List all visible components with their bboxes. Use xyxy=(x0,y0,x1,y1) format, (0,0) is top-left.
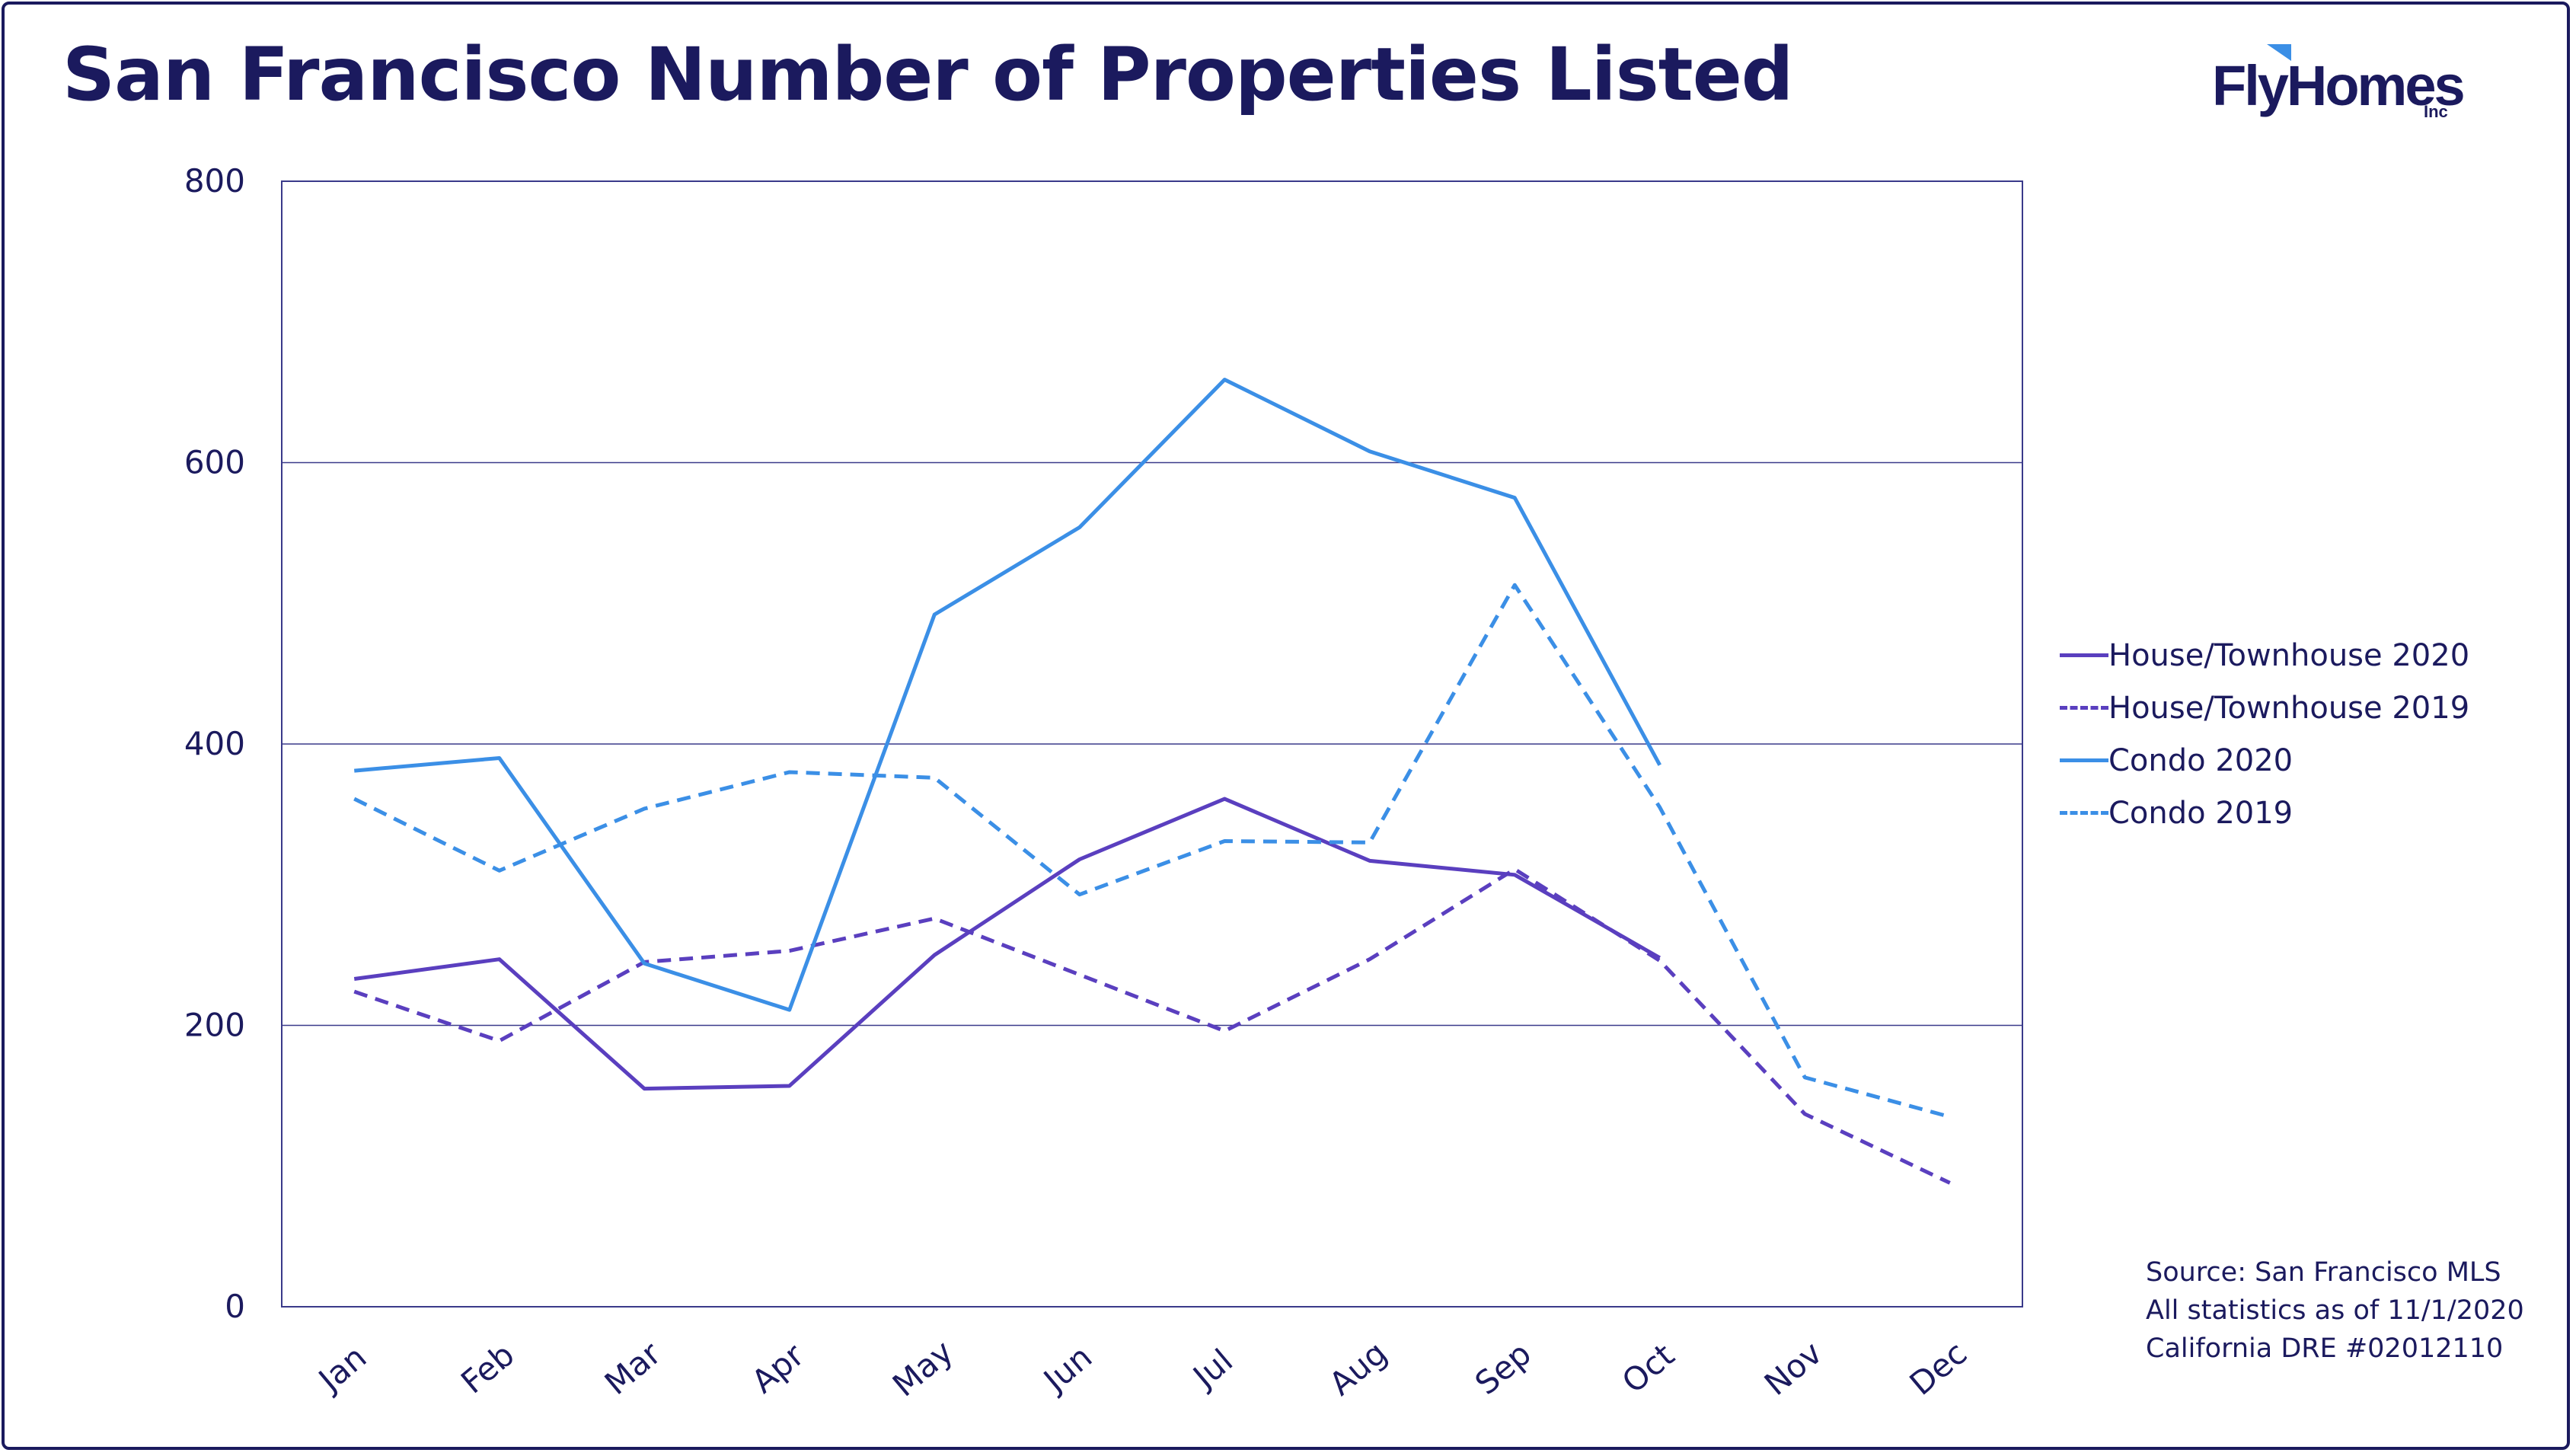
series-line xyxy=(353,867,1951,1185)
legend-item: House/Townhouse 2020 xyxy=(2060,629,2469,682)
x-tick-label: Sep xyxy=(1468,1335,1538,1402)
source-line: California DRE #02012110 xyxy=(2146,1333,2504,1364)
y-tick-label: 200 xyxy=(184,1007,245,1044)
legend-swatch xyxy=(2060,653,2108,657)
legend-item: Condo 2019 xyxy=(2060,787,2469,839)
legend-label: House/Townhouse 2019 xyxy=(2108,690,2470,726)
x-tick-label: Apr xyxy=(745,1336,812,1400)
x-tick-label: Nov xyxy=(1757,1334,1829,1403)
x-tick-label: Mar xyxy=(598,1334,669,1402)
legend-label: Condo 2019 xyxy=(2108,795,2294,831)
legend-label: Condo 2020 xyxy=(2108,742,2294,778)
y-tick-label: 0 xyxy=(225,1288,245,1325)
legend-swatch xyxy=(2060,706,2108,710)
source-line: All statistics as of 11/1/2020 xyxy=(2146,1295,2524,1326)
series-line xyxy=(353,797,1661,1091)
logo-arrow-icon xyxy=(2267,44,2291,61)
source-line: Source: San Francisco MLS xyxy=(2146,1257,2501,1288)
legend-swatch xyxy=(2060,758,2108,762)
y-tick-label: 400 xyxy=(184,725,245,762)
logo-text: FlyHomes xyxy=(2212,54,2466,117)
x-tick-label: Oct xyxy=(1615,1336,1681,1400)
legend-swatch xyxy=(2060,811,2108,815)
y-tick-label: 800 xyxy=(184,162,245,200)
y-tick-label: 600 xyxy=(184,444,245,481)
x-tick-label: May xyxy=(886,1333,960,1403)
x-tick-label: Jul xyxy=(1184,1342,1240,1397)
x-tick-label: Dec xyxy=(1903,1334,1974,1403)
x-tick-label: Jun xyxy=(1035,1338,1099,1400)
flyhomes-logo: FlyHomes Inc xyxy=(2212,44,2466,129)
series-line xyxy=(354,377,1661,1012)
series-line xyxy=(353,583,1951,1119)
source-note: Source: San Francisco MLS All statistics… xyxy=(2146,1253,2524,1368)
legend: House/Townhouse 2020 House/Townhouse 2019… xyxy=(2060,629,2469,839)
chart-title: San Francisco Number of Properties Liste… xyxy=(62,32,1794,117)
x-tick-label: Aug xyxy=(1322,1334,1393,1403)
logo-inc: Inc xyxy=(2424,102,2448,121)
legend-item: House/Townhouse 2019 xyxy=(2060,682,2469,734)
legend-item: Condo 2020 xyxy=(2060,734,2469,787)
x-tick-label: Jan xyxy=(310,1338,373,1400)
legend-label: House/Townhouse 2020 xyxy=(2108,637,2470,673)
x-tick-label: Feb xyxy=(454,1336,521,1400)
